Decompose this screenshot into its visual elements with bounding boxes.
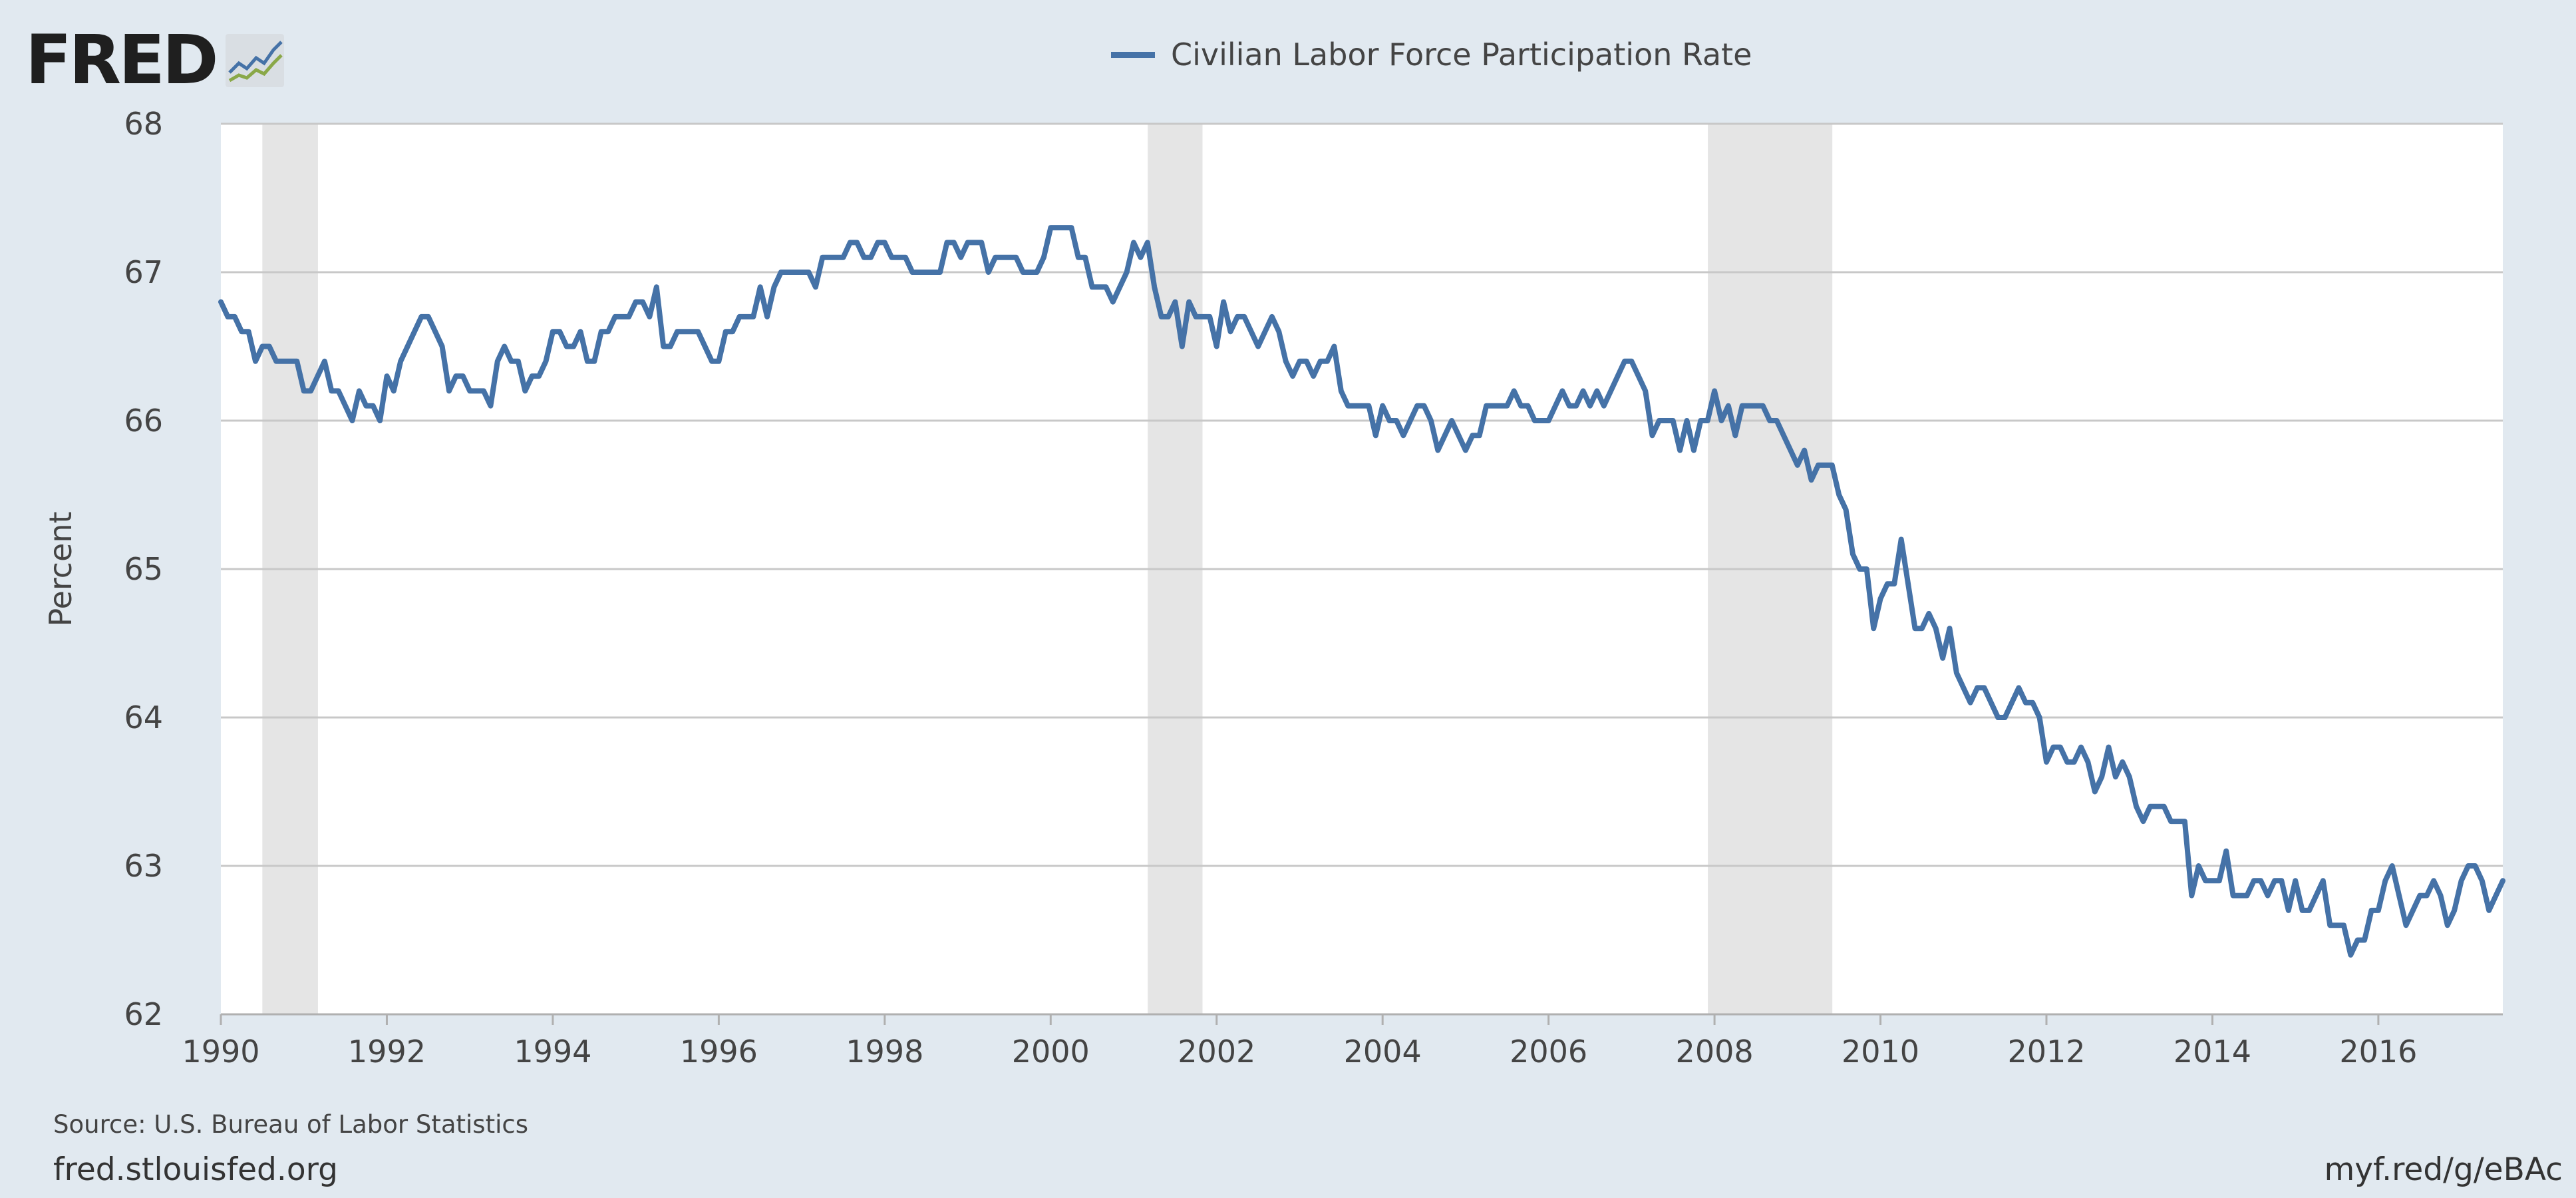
y-tick-label: 64 — [124, 699, 163, 735]
x-tick-label: 2002 — [1178, 1034, 1255, 1070]
x-tick-label: 1998 — [846, 1034, 923, 1070]
x-tick-label: 1994 — [514, 1034, 591, 1070]
y-tick-label: 62 — [124, 996, 163, 1032]
legend-swatch — [1111, 51, 1155, 58]
x-tick-label: 2004 — [1344, 1034, 1422, 1070]
y-tick-label: 65 — [124, 551, 163, 587]
fred-logo[interactable]: FRED — [25, 24, 284, 97]
y-tick-label: 66 — [124, 403, 163, 439]
y-axis: 62 63 64 65 66 67 68 — [124, 106, 163, 1032]
y-axis-label: Percent — [43, 511, 79, 626]
x-axis: 1990 1992 1994 1996 1998 2000 2002 2004 2006 2008… — [182, 1013, 2503, 1070]
series-layer — [218, 225, 2505, 958]
short-url-link[interactable]: myf.red/g/eBAc — [2324, 1151, 2563, 1188]
x-tick-label: 2008 — [1676, 1034, 1754, 1070]
y-tick-label: 68 — [124, 106, 163, 142]
series-line — [218, 225, 2505, 958]
x-tick-label: 1992 — [348, 1034, 426, 1070]
x-tick-label: 2010 — [1842, 1034, 1919, 1070]
x-tick-label: 2012 — [2007, 1034, 2085, 1070]
logo-text: FRED — [25, 21, 219, 100]
chart-logo-icon — [225, 34, 284, 87]
site-link[interactable]: fred.stlouisfed.org — [53, 1151, 338, 1188]
legend-label: Civilian Labor Force Participation Rate — [1171, 37, 1752, 73]
x-tick-label: 2006 — [1510, 1034, 1587, 1070]
x-tick-label: 2000 — [1012, 1034, 1090, 1070]
y-tick-label: 63 — [124, 848, 163, 884]
x-tick-label: 2014 — [2174, 1034, 2251, 1070]
y-tick-label: 67 — [124, 254, 163, 290]
x-tick-label: 1990 — [182, 1034, 259, 1070]
source-note: Source: U.S. Bureau of Labor Statistics — [53, 1110, 528, 1139]
x-tick-label: 2016 — [2339, 1034, 2417, 1070]
chart-legend[interactable]: Civilian Labor Force Participation Rate — [1111, 33, 1752, 76]
x-tick-label: 1996 — [680, 1034, 758, 1070]
